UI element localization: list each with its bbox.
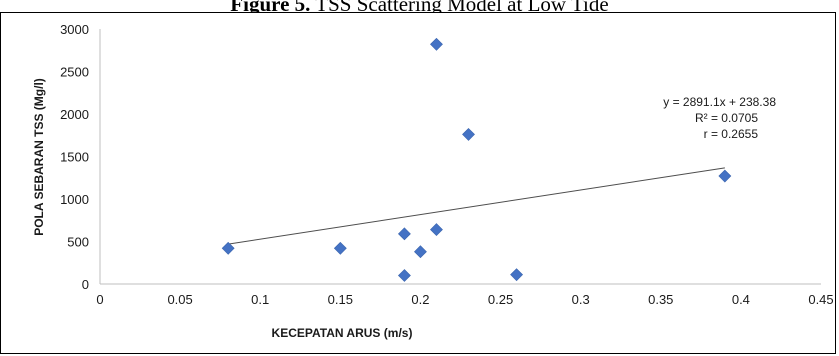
y-tick-label: 2500 xyxy=(60,65,89,80)
data-point xyxy=(718,169,732,183)
x-tick-label: 0.35 xyxy=(648,292,673,307)
x-tick-label: 0.2 xyxy=(411,292,429,307)
regression-equation: y = 2891.1x + 238.38 xyxy=(663,95,776,109)
y-tick-label: 3000 xyxy=(60,22,89,37)
data-point xyxy=(430,37,443,51)
r-squared-label: R² = 0.0705 xyxy=(695,111,758,125)
plot-area xyxy=(99,29,821,285)
data-point xyxy=(462,127,475,141)
chart-frame: 0 0.05 0.1 0.15 0.2 0.25 0.3 0.35 0.4 0.45 0 500 10… xyxy=(0,12,836,354)
x-tick-label: 0.1 xyxy=(251,292,269,307)
y-tick-label: 2000 xyxy=(60,107,89,122)
data-point xyxy=(221,241,235,255)
scatter-chart: 0 0.05 0.1 0.15 0.2 0.25 0.3 0.35 0.4 0.45 0 500 10… xyxy=(32,22,834,340)
data-points xyxy=(221,37,732,282)
y-tick-label: 1000 xyxy=(60,192,89,207)
x-tick-label: 0 xyxy=(96,292,103,307)
data-point xyxy=(430,223,443,237)
data-point xyxy=(510,268,524,282)
correlation-label: r = 0.2655 xyxy=(704,127,759,141)
data-point xyxy=(333,241,347,255)
y-axis-title: POLA SEBARAN TSS (Mg/l) xyxy=(32,78,46,236)
x-tick-label: 0.25 xyxy=(488,292,513,307)
data-point xyxy=(397,269,411,282)
x-tick-label: 0.3 xyxy=(572,292,590,307)
x-tick-label: 0.4 xyxy=(732,292,750,307)
x-tick-label: 0.15 xyxy=(328,292,353,307)
y-tick-label: 0 xyxy=(82,277,89,292)
x-tick-labels: 0 0.05 0.1 0.15 0.2 0.25 0.3 0.35 0.4 0.45 xyxy=(96,292,833,307)
data-point xyxy=(414,245,427,259)
x-tick-label: 0.45 xyxy=(808,292,833,307)
trendline xyxy=(228,167,725,245)
x-tick-label: 0.05 xyxy=(167,292,192,307)
y-tick-label: 500 xyxy=(67,235,89,250)
y-tick-labels: 0 500 1000 1500 2000 2500 3000 xyxy=(60,22,89,292)
data-point xyxy=(397,227,411,241)
x-axis-title: KECEPATAN ARUS (m/s) xyxy=(272,326,413,340)
y-tick-label: 1500 xyxy=(60,150,89,165)
